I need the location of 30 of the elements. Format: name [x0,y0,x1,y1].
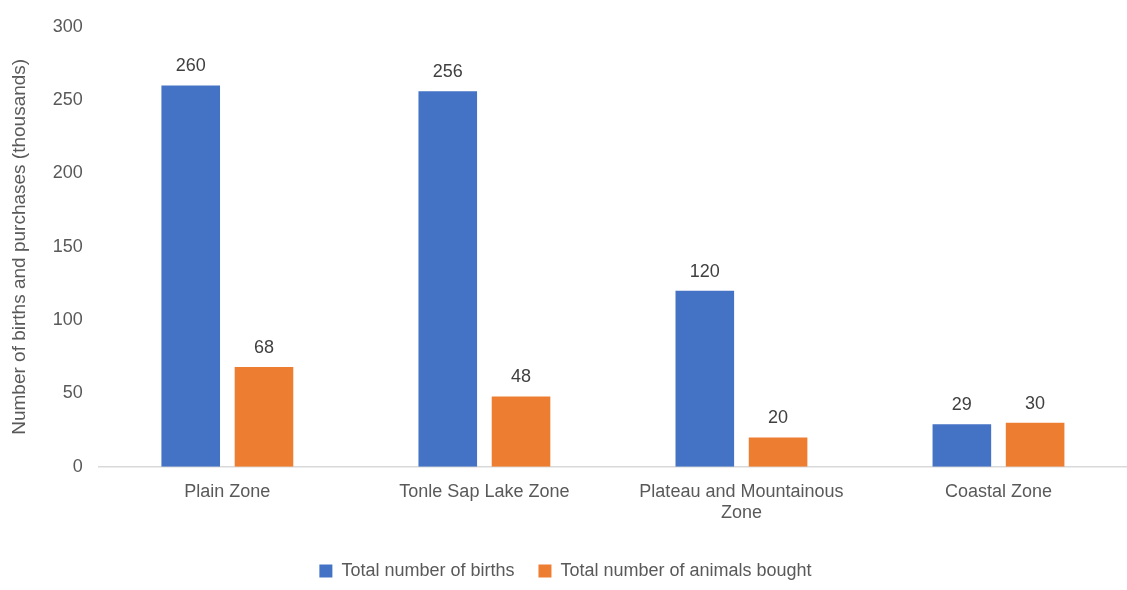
bar [932,424,992,467]
y-tick-label: 150 [52,235,83,256]
bar [748,437,808,467]
data-label: 48 [511,366,532,387]
data-label: 30 [1025,392,1046,413]
bar [234,367,294,467]
bar [1005,422,1065,467]
x-tick-label: Coastal Zone [944,480,1053,501]
bar [418,91,478,467]
bar [161,85,221,467]
x-tick-label: Plateau and Mountainous Zone [639,480,844,523]
data-label: 120 [689,260,720,281]
x-tick-label: Plain Zone [184,480,271,501]
bar [491,396,551,467]
bar [675,290,735,467]
y-tick-label: 0 [72,455,83,476]
data-label: 260 [175,55,206,76]
y-tick-label: 50 [62,382,83,403]
y-tick-label: 300 [52,15,83,36]
y-tick-label: 200 [52,162,83,183]
data-label: 256 [432,61,463,82]
y-tick-label: 100 [52,309,83,330]
y-axis-title: Number of births and purchases (thousands) [7,58,29,435]
x-tick-label: Tonle Sap Lake Zone [399,480,570,501]
data-label: 68 [253,337,274,358]
legend-label: Total number of births [341,559,515,580]
y-tick-label: 250 [52,89,83,110]
legend-label: Total number of animals bought [560,559,812,580]
data-label: 29 [951,394,972,415]
data-label: 20 [768,407,789,428]
